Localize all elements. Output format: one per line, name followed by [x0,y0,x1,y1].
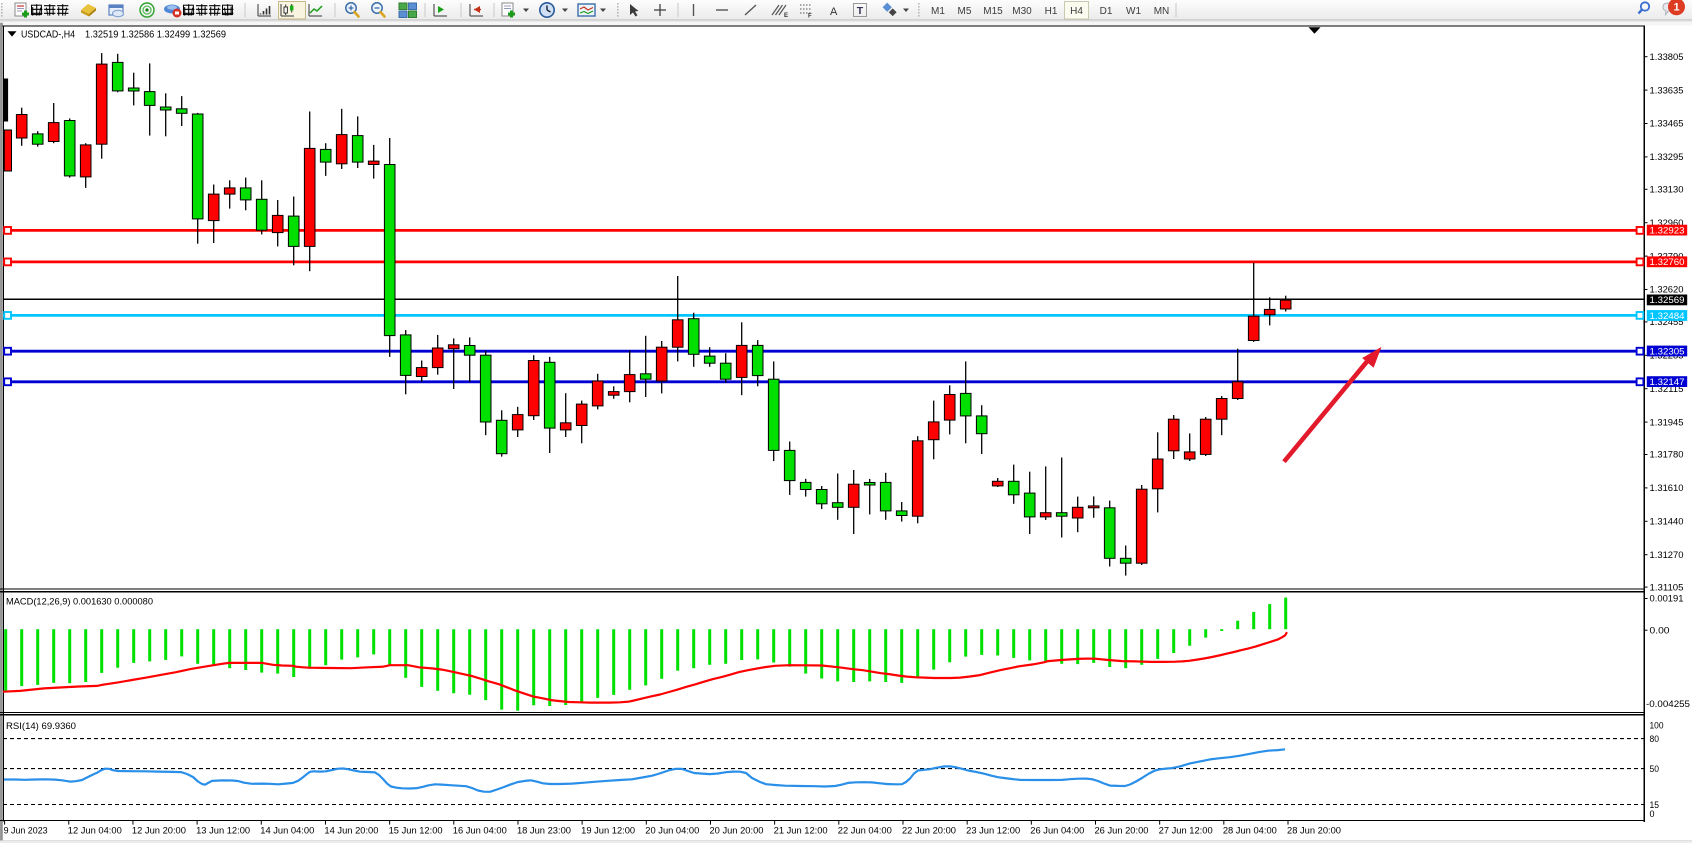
svg-text:1.32960: 1.32960 [1650,218,1684,228]
svg-text:1.32620: 1.32620 [1650,285,1684,295]
svg-text:1.31610: 1.31610 [1650,483,1684,493]
svg-text:1.32115: 1.32115 [1650,384,1684,394]
svg-text:1.31945: 1.31945 [1650,417,1684,427]
svg-text:-0.004255: -0.004255 [1646,699,1690,709]
svg-text:80: 80 [1650,734,1660,744]
svg-text:15 Jun 12:00: 15 Jun 12:00 [389,826,443,836]
svg-text:1.33130: 1.33130 [1650,185,1684,195]
svg-text:MN: MN [1154,6,1170,17]
svg-text:MACD(12,26,9) 0.001630 0.00008: MACD(12,26,9) 0.001630 0.000080 [6,597,153,608]
svg-text:1.32484: 1.32484 [1650,311,1685,321]
svg-text:1.32923: 1.32923 [1650,225,1685,235]
svg-text:1.32519 1.32586 1.32499 1.3256: 1.32519 1.32586 1.32499 1.32569 [85,29,226,41]
svg-text:1.31270: 1.31270 [1650,550,1684,560]
svg-text:1: 1 [1673,2,1679,14]
svg-text:28 Jun 04:00: 28 Jun 04:00 [1223,826,1277,836]
svg-text:15: 15 [1650,800,1660,810]
svg-text:1.32790: 1.32790 [1650,251,1684,261]
svg-text:23 Jun 12:00: 23 Jun 12:00 [966,826,1020,836]
svg-text:M30: M30 [1012,6,1032,17]
svg-text:18 Jun 23:00: 18 Jun 23:00 [517,826,571,836]
svg-text:14 Jun 20:00: 14 Jun 20:00 [324,826,378,836]
svg-text:1.32569: 1.32569 [1650,295,1685,305]
svg-text:21 Jun 12:00: 21 Jun 12:00 [774,826,828,836]
svg-text:1.33805: 1.33805 [1650,52,1684,62]
svg-text:D1: D1 [1100,6,1113,17]
svg-text:W1: W1 [1126,6,1141,17]
svg-text:E: E [784,13,788,19]
svg-text:9 Jun 2023: 9 Jun 2023 [4,826,48,836]
svg-text:0.00191: 0.00191 [1650,594,1684,604]
svg-text:19 Jun 12:00: 19 Jun 12:00 [581,826,635,836]
svg-text:0.00: 0.00 [1650,625,1670,635]
svg-text:F: F [808,14,812,20]
svg-text:M15: M15 [983,6,1003,17]
svg-text:1.33635: 1.33635 [1650,85,1684,95]
svg-text:H4: H4 [1070,6,1083,17]
svg-text:0: 0 [1650,809,1655,819]
svg-text:20 Jun 20:00: 20 Jun 20:00 [709,826,763,836]
svg-text:1.31440: 1.31440 [1650,517,1684,527]
svg-text:22 Jun 04:00: 22 Jun 04:00 [838,826,892,836]
svg-text:50: 50 [1650,764,1660,774]
svg-text:A: A [830,6,838,18]
svg-text:1.32455: 1.32455 [1650,317,1684,327]
svg-text:28 Jun 20:00: 28 Jun 20:00 [1287,826,1341,836]
svg-text:26 Jun 20:00: 26 Jun 20:00 [1094,826,1148,836]
svg-text:1.32760: 1.32760 [1650,257,1685,267]
svg-text:1.32147: 1.32147 [1650,377,1685,387]
svg-text:1.31780: 1.31780 [1650,450,1684,460]
svg-text:100: 100 [1650,720,1664,730]
svg-text:1.33295: 1.33295 [1650,152,1684,162]
svg-text:27 Jun 12:00: 27 Jun 12:00 [1159,826,1213,836]
svg-text:12 Jun 20:00: 12 Jun 20:00 [132,826,186,836]
svg-text:USDCAD-,H4: USDCAD-,H4 [21,29,75,41]
svg-text:20 Jun 04:00: 20 Jun 04:00 [645,826,699,836]
svg-text:H1: H1 [1045,6,1058,17]
svg-text:13 Jun 12:00: 13 Jun 12:00 [196,826,250,836]
svg-text:26 Jun 04:00: 26 Jun 04:00 [1030,826,1084,836]
svg-text:T: T [857,5,864,17]
svg-text:16 Jun 04:00: 16 Jun 04:00 [453,826,507,836]
svg-text:1.33465: 1.33465 [1650,119,1684,129]
svg-text:12 Jun 04:00: 12 Jun 04:00 [68,826,122,836]
svg-text:1.31105: 1.31105 [1650,582,1684,592]
svg-text:M5: M5 [958,6,972,17]
svg-text:1.32305: 1.32305 [1650,346,1685,356]
svg-text:M1: M1 [931,6,945,17]
svg-text:14 Jun 04:00: 14 Jun 04:00 [260,826,314,836]
svg-text:22 Jun 20:00: 22 Jun 20:00 [902,826,956,836]
svg-text:RSI(14) 69.9360: RSI(14) 69.9360 [6,721,76,732]
